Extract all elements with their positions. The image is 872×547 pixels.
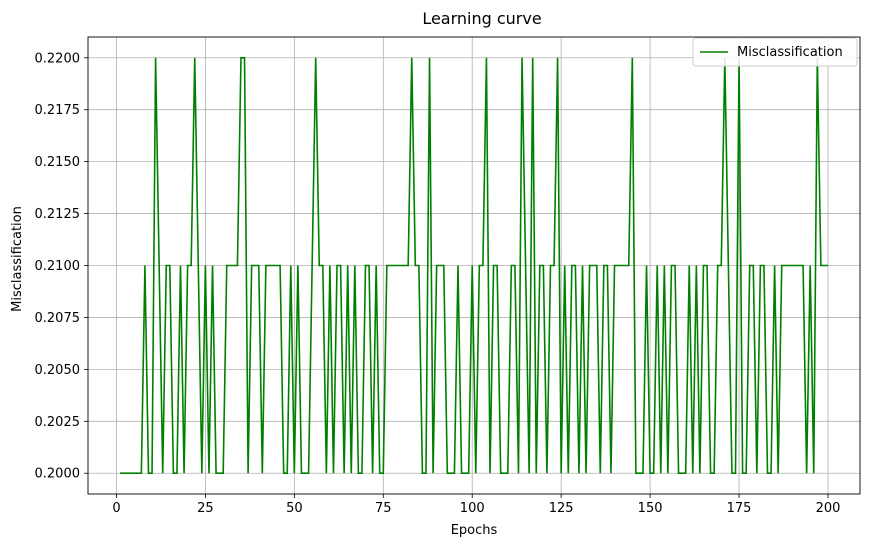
y-axis-label: Misclassification [10,206,25,312]
x-tick-label: 125 [549,501,574,516]
x-tick-label: 75 [375,501,392,516]
y-tick-label: 0.2000 [35,467,81,482]
x-axis-label: Epochs [451,523,498,538]
series-layer [120,56,828,475]
x-tick-label: 175 [727,501,752,516]
x-tick-label: 100 [460,501,485,516]
x-tick-label: 25 [197,501,214,516]
series-line-misclassification [120,56,828,475]
y-tick-label: 0.2025 [35,415,81,430]
y-tick-label: 0.2150 [35,155,81,170]
legend-label-misclassification: Misclassification [737,45,843,60]
x-tick-label: 50 [286,501,303,516]
y-axis-ticks: 0.2000 0.2025 0.2050 0.2075 0.2100 0.2125 0.21… [35,51,88,482]
y-tick-label: 0.2100 [35,259,81,274]
y-tick-label: 0.2125 [35,207,81,222]
x-tick-label: 200 [816,501,841,516]
x-axis-ticks: 0 25 50 75 100 125 150 175 200 [112,494,840,516]
chart-title: Learning curve [422,9,541,28]
y-tick-label: 0.2175 [35,103,81,118]
legend-box [692,37,858,67]
y-tick-label: 0.2050 [35,363,81,378]
x-tick-label: 0 [112,501,120,516]
x-tick-label: 150 [638,501,663,516]
y-tick-label: 0.2075 [35,311,81,326]
y-tick-label: 0.2200 [35,51,81,66]
legend: Misclassification [692,37,858,67]
